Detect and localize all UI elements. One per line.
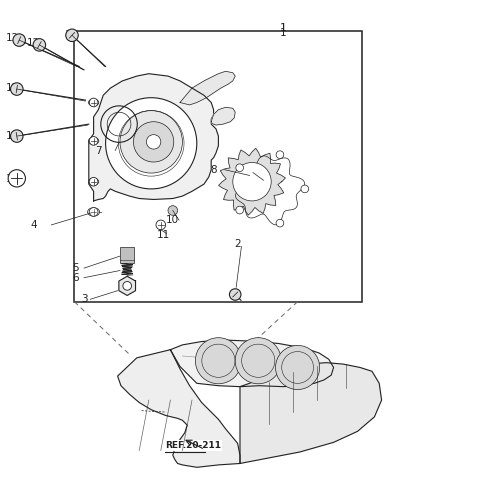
- Circle shape: [66, 29, 78, 41]
- Text: 2: 2: [234, 239, 241, 249]
- Circle shape: [233, 163, 271, 201]
- Bar: [120, 247, 134, 263]
- Text: 12: 12: [5, 83, 19, 93]
- Circle shape: [123, 282, 132, 290]
- Polygon shape: [89, 73, 218, 201]
- Text: REF.20-211: REF.20-211: [166, 441, 222, 450]
- Bar: [74, 31, 362, 302]
- Circle shape: [33, 38, 46, 51]
- Circle shape: [120, 110, 182, 173]
- Text: 4: 4: [30, 220, 37, 230]
- Circle shape: [195, 338, 241, 384]
- Polygon shape: [170, 340, 334, 387]
- Circle shape: [276, 151, 284, 159]
- Circle shape: [8, 170, 25, 187]
- Circle shape: [276, 219, 284, 227]
- Circle shape: [301, 185, 309, 193]
- Circle shape: [146, 135, 161, 149]
- Polygon shape: [180, 71, 235, 105]
- Circle shape: [235, 338, 281, 384]
- Ellipse shape: [88, 138, 99, 144]
- Circle shape: [236, 206, 243, 214]
- Circle shape: [229, 289, 241, 300]
- Polygon shape: [118, 350, 240, 467]
- Ellipse shape: [88, 99, 99, 106]
- Text: 1: 1: [280, 23, 287, 33]
- Text: 13: 13: [64, 30, 78, 40]
- Text: 6: 6: [72, 273, 79, 282]
- Text: 7: 7: [95, 145, 102, 155]
- Circle shape: [168, 206, 178, 215]
- Text: 14: 14: [5, 175, 19, 184]
- Text: 1: 1: [280, 28, 287, 38]
- Text: 12: 12: [5, 131, 19, 141]
- Text: 11: 11: [156, 230, 170, 240]
- Circle shape: [89, 177, 98, 186]
- Circle shape: [89, 98, 98, 107]
- Circle shape: [133, 122, 174, 162]
- Circle shape: [89, 137, 98, 145]
- Circle shape: [236, 164, 243, 172]
- Circle shape: [106, 98, 197, 189]
- Text: 9: 9: [244, 167, 251, 177]
- Polygon shape: [240, 363, 382, 463]
- Circle shape: [11, 83, 23, 95]
- Text: 10: 10: [166, 215, 180, 225]
- Circle shape: [89, 208, 98, 216]
- Ellipse shape: [88, 178, 99, 185]
- Circle shape: [156, 220, 166, 230]
- Circle shape: [13, 34, 25, 46]
- Text: 3: 3: [81, 294, 87, 304]
- Polygon shape: [218, 148, 286, 215]
- Polygon shape: [211, 107, 235, 125]
- Text: 8: 8: [210, 165, 217, 175]
- Ellipse shape: [88, 208, 100, 216]
- Text: 5: 5: [72, 263, 79, 273]
- Text: 12: 12: [5, 33, 19, 43]
- Circle shape: [11, 130, 23, 142]
- Circle shape: [276, 346, 320, 389]
- Polygon shape: [119, 276, 135, 295]
- Text: 12: 12: [27, 37, 40, 47]
